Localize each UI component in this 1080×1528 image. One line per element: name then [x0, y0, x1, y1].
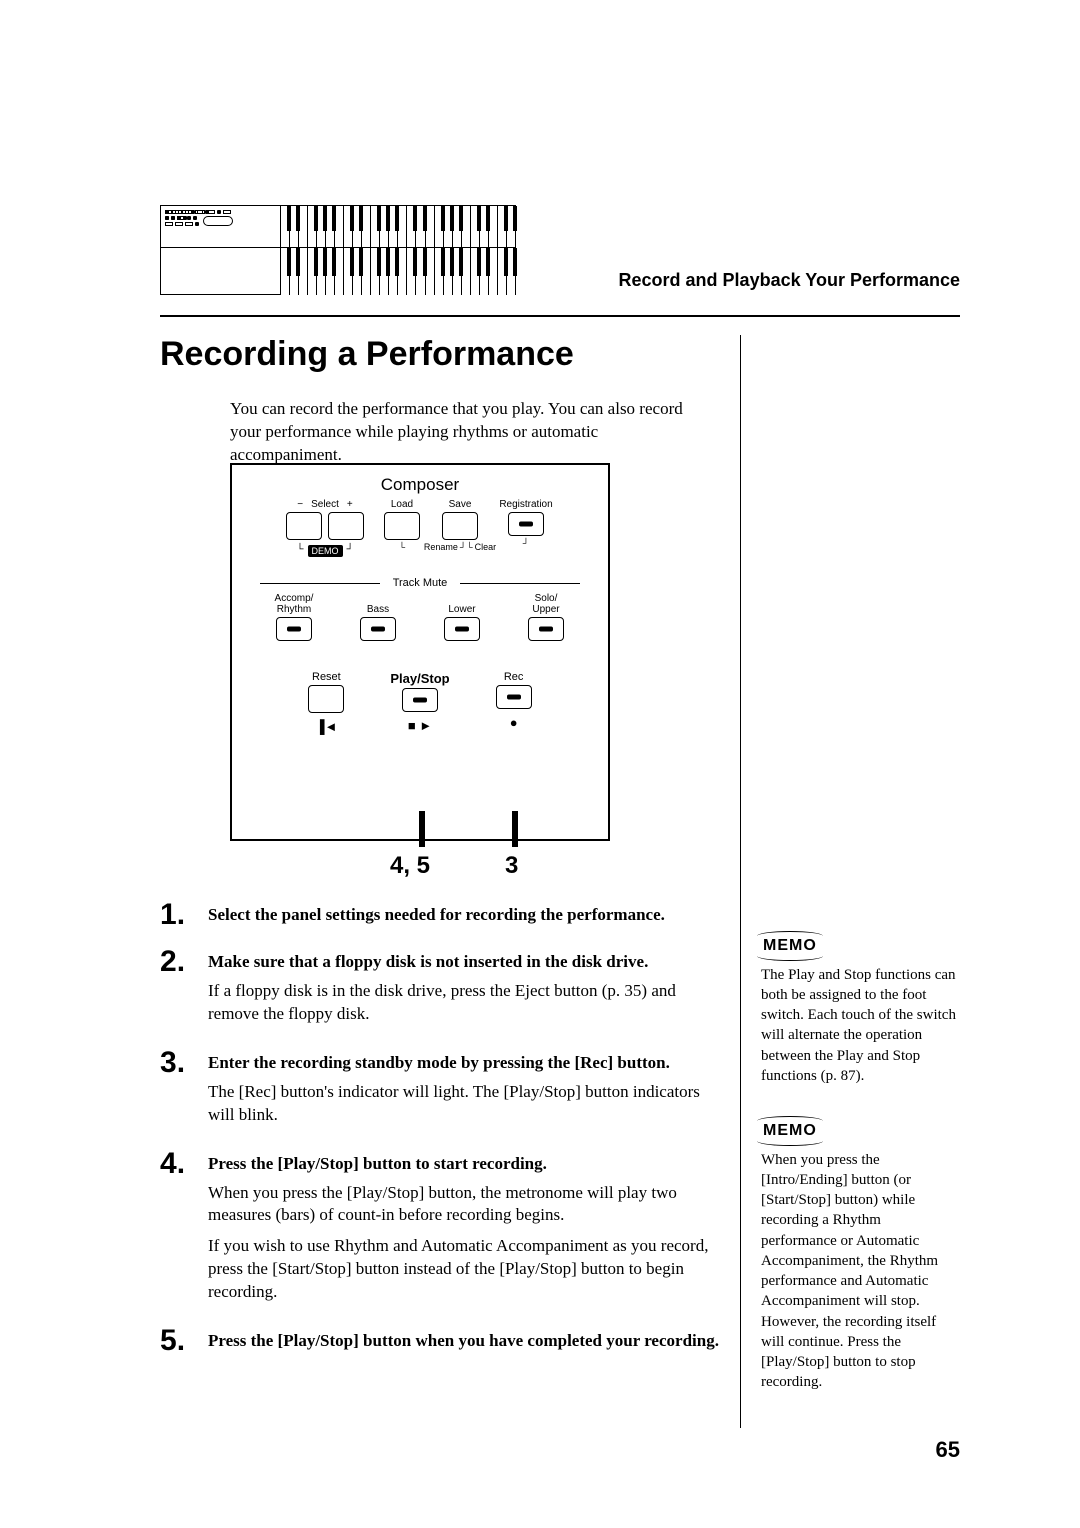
- page-number: 65: [936, 1437, 960, 1463]
- solo-upper-label-1: Solo/: [535, 593, 558, 604]
- registration-label: Registration: [499, 499, 552, 510]
- bass-label: Bass: [367, 604, 389, 615]
- play-stop-label: Play/Stop: [390, 671, 449, 686]
- registration-button: [508, 512, 544, 536]
- accomp-rhythm-label-2: Rhythm: [277, 604, 311, 615]
- callout-play: 4, 5: [390, 852, 430, 880]
- page-title: Recording a Performance: [160, 335, 574, 374]
- callout-pointer-rec: [512, 811, 518, 847]
- accomp-rhythm-label-1: Accomp/: [275, 593, 314, 604]
- save-button: [442, 512, 478, 540]
- step-heading: Make sure that a floppy disk is not inse…: [208, 951, 730, 974]
- select-label: Select: [311, 499, 339, 510]
- select-plus-button: [328, 512, 364, 540]
- step: 2Make sure that a floppy disk is not ins…: [160, 947, 730, 1034]
- lower-label: Lower: [448, 604, 475, 615]
- step-text: If you wish to use Rhythm and Automatic …: [208, 1235, 730, 1304]
- step-number: 4: [160, 1149, 208, 1313]
- keyboard-keys-lower: [281, 248, 515, 295]
- step-heading: Select the panel settings needed for rec…: [208, 904, 730, 927]
- step-number: 5: [160, 1326, 208, 1359]
- step-number: 3: [160, 1048, 208, 1135]
- step: 4Press the [Play/Stop] button to start r…: [160, 1149, 730, 1313]
- save-label: Save: [449, 499, 472, 510]
- memo-text-2: When you press the [Intro/Ending] button…: [761, 1150, 960, 1393]
- lower-button: [444, 617, 480, 641]
- play-stop-icon: ■ ►: [408, 718, 432, 733]
- sidebar: MEMO The Play and Stop functions can bot…: [740, 335, 960, 1428]
- composer-panel-diagram: Composer − Select + └ DEMO ┘ Load └ Sa: [230, 463, 610, 841]
- step: 1Select the panel settings needed for re…: [160, 900, 730, 933]
- step-heading: Enter the recording standby mode by pres…: [208, 1052, 730, 1075]
- step-text: The [Rec] button's indicator will light.…: [208, 1081, 730, 1127]
- step-number: 2: [160, 947, 208, 1034]
- select-minus: −: [297, 499, 303, 510]
- memo-block-1: MEMO The Play and Stop functions can bot…: [761, 935, 960, 1086]
- header-section-title: Record and Playback Your Performance: [619, 270, 960, 291]
- load-button: [384, 512, 420, 540]
- step: 3Enter the recording standby mode by pre…: [160, 1048, 730, 1135]
- memo-label: MEMO: [761, 935, 819, 957]
- bass-button: [360, 617, 396, 641]
- intro-paragraph: You can record the performance that you …: [230, 398, 710, 467]
- step-text: If a floppy disk is in the disk drive, p…: [208, 980, 730, 1026]
- track-mute-label: Track Mute: [232, 577, 608, 589]
- rename-label: Rename: [424, 542, 458, 552]
- solo-upper-label-2: Upper: [532, 604, 559, 615]
- callout-pointer-play: [419, 811, 425, 847]
- solo-upper-button: [528, 617, 564, 641]
- horizontal-rule: [160, 315, 960, 317]
- load-label: Load: [391, 499, 413, 510]
- accomp-rhythm-button: [276, 617, 312, 641]
- memo-label: MEMO: [761, 1120, 819, 1142]
- demo-label: DEMO: [308, 545, 343, 557]
- step-number: 1: [160, 900, 208, 933]
- keyboard-illustration: [160, 205, 516, 295]
- step: 5Press the [Play/Stop] button when you h…: [160, 1326, 730, 1359]
- reset-label: Reset: [312, 671, 341, 683]
- rec-label: Rec: [504, 671, 524, 683]
- reset-button: [308, 685, 344, 713]
- memo-text-1: The Play and Stop functions can both be …: [761, 965, 960, 1087]
- rec-icon: ●: [510, 715, 518, 730]
- callout-rec: 3: [505, 852, 518, 880]
- select-minus-button: [286, 512, 322, 540]
- select-plus: +: [347, 499, 353, 510]
- step-heading: Press the [Play/Stop] button to start re…: [208, 1153, 730, 1176]
- clear-label: Clear: [475, 542, 497, 552]
- step-heading: Press the [Play/Stop] button when you ha…: [208, 1330, 730, 1353]
- memo-block-2: MEMO When you press the [Intro/Ending] b…: [761, 1120, 960, 1393]
- reset-icon: ▐◄: [315, 719, 337, 734]
- step-text: When you press the [Play/Stop] button, t…: [208, 1182, 730, 1228]
- steps-list: 1Select the panel settings needed for re…: [160, 900, 730, 1373]
- play-stop-button: [402, 688, 438, 712]
- rec-button: [496, 685, 532, 709]
- composer-title: Composer: [232, 475, 608, 495]
